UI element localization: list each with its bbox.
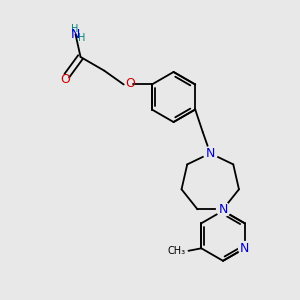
- Text: O: O: [125, 76, 135, 89]
- Text: H: H: [71, 24, 79, 34]
- Text: N: N: [240, 242, 249, 255]
- Text: N: N: [71, 28, 80, 41]
- Text: CH₃: CH₃: [167, 246, 185, 256]
- Text: O: O: [60, 73, 70, 86]
- Text: N: N: [206, 147, 215, 160]
- Text: N: N: [218, 203, 228, 216]
- Text: H: H: [78, 33, 86, 43]
